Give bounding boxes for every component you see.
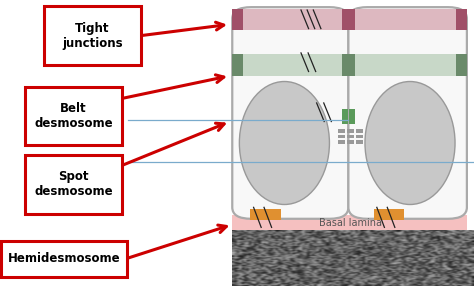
Bar (347, 134, 354, 138)
FancyBboxPatch shape (232, 7, 348, 219)
Bar (342, 9, 355, 30)
FancyBboxPatch shape (44, 6, 141, 65)
Bar (250, 209, 281, 220)
Bar (456, 54, 467, 76)
Text: Hemidesmosome: Hemidesmosome (8, 252, 120, 265)
Bar (342, 109, 348, 124)
Text: Tight
junctions: Tight junctions (62, 22, 123, 50)
Ellipse shape (239, 82, 329, 204)
Bar (338, 140, 345, 144)
Bar (232, 54, 243, 76)
Bar (347, 129, 354, 133)
Bar (342, 54, 355, 76)
FancyBboxPatch shape (348, 7, 467, 219)
Bar (232, 9, 467, 30)
Bar (456, 9, 467, 30)
Text: Spot
desmosome: Spot desmosome (34, 170, 113, 198)
Bar (347, 140, 354, 144)
Bar (232, 54, 467, 76)
Bar (356, 129, 363, 133)
Bar (232, 9, 243, 30)
Bar (338, 129, 345, 133)
FancyBboxPatch shape (25, 86, 122, 145)
Bar (338, 134, 345, 138)
Bar (349, 109, 355, 124)
Bar (356, 140, 363, 144)
Text: Basal lamina: Basal lamina (319, 218, 382, 228)
FancyBboxPatch shape (1, 241, 127, 277)
Bar (232, 214, 467, 230)
Bar (374, 209, 404, 220)
Text: Belt
desmosome: Belt desmosome (34, 102, 113, 130)
Ellipse shape (365, 82, 455, 204)
FancyBboxPatch shape (25, 155, 122, 214)
Bar (356, 134, 363, 138)
